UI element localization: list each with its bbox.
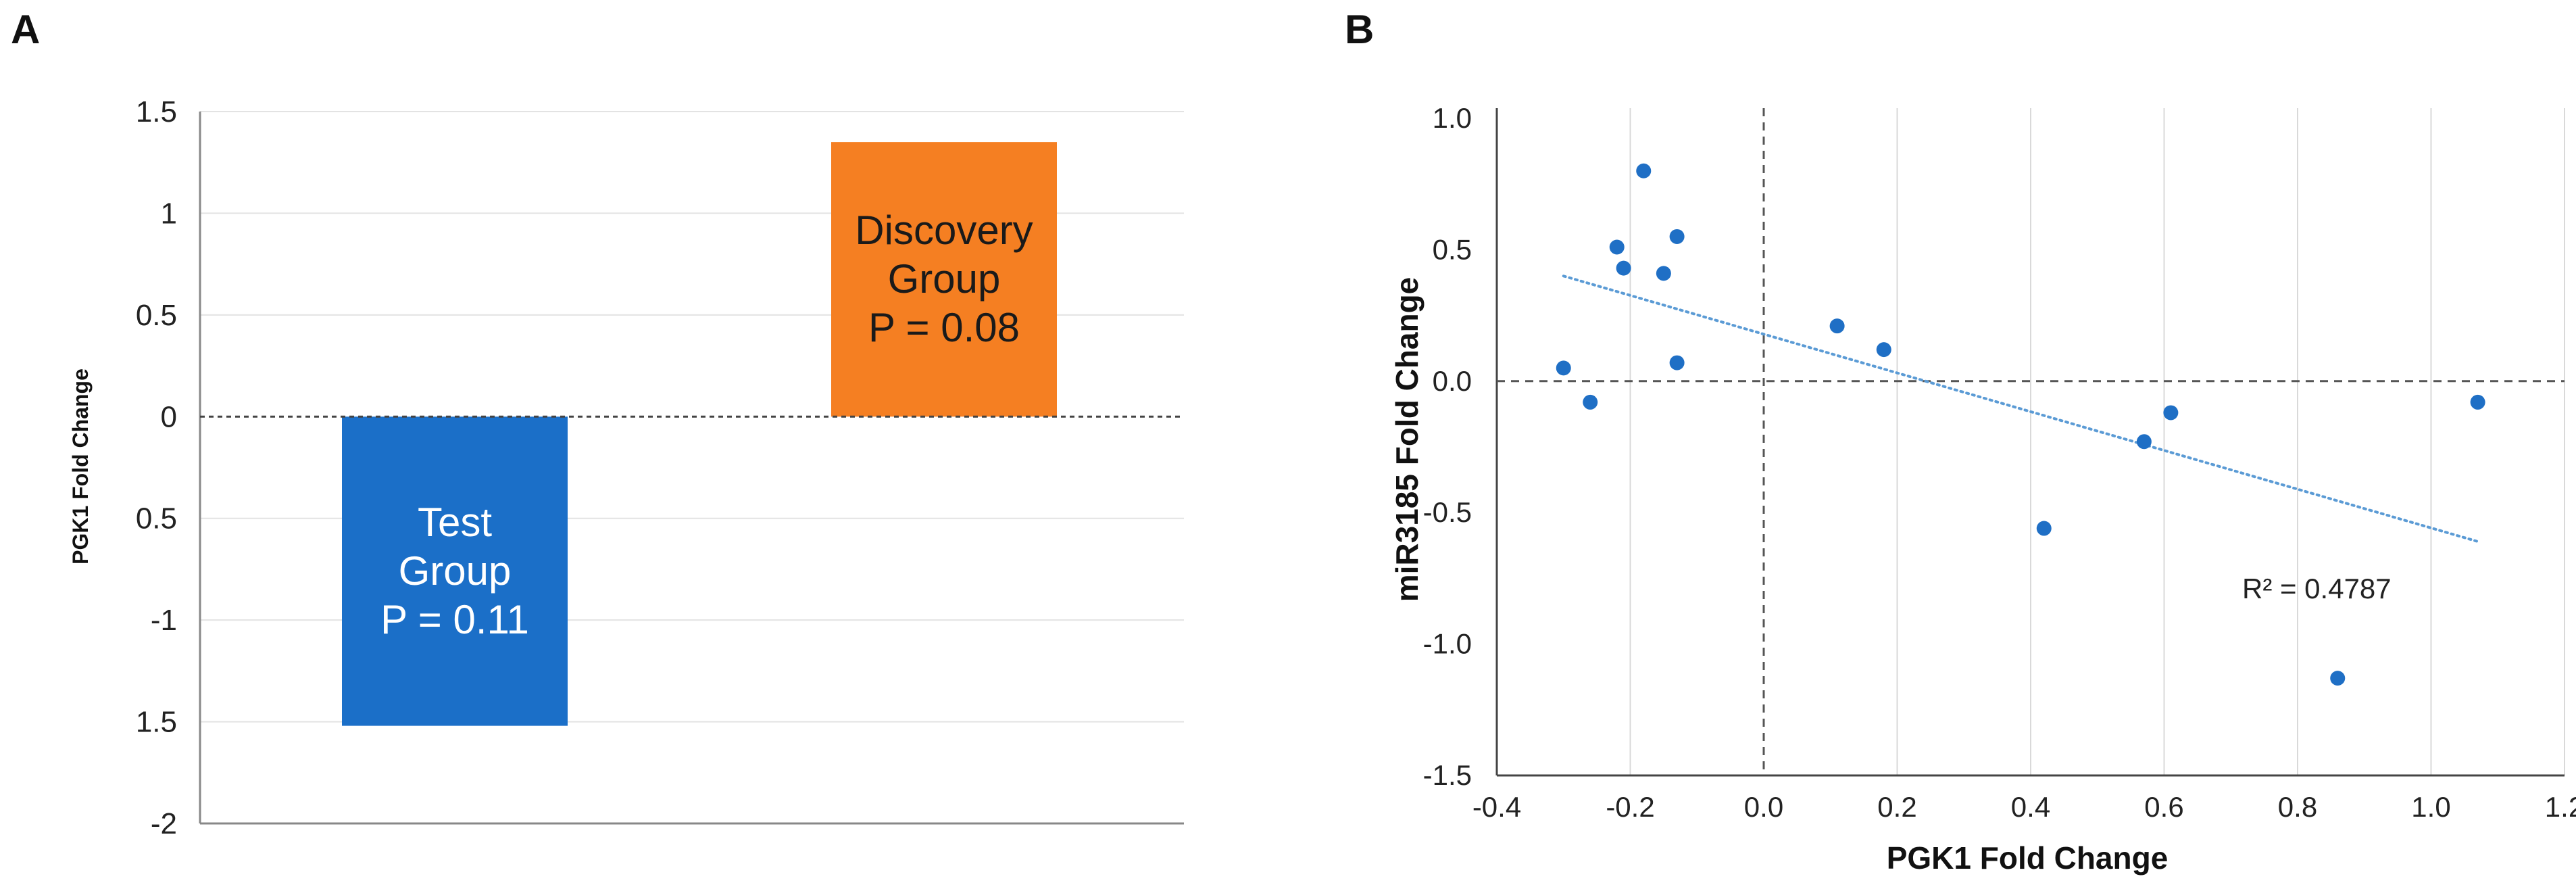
- panel-b-data-point: [1829, 318, 1845, 334]
- panel-a-bar-label: Group: [399, 548, 512, 594]
- panel-b-x-tick-label: 1.0: [2411, 791, 2450, 823]
- panel-a-bar: [831, 142, 1057, 417]
- panel-b-data-point: [2470, 394, 2485, 410]
- panel-b-x-tick-label: 0.4: [2011, 791, 2050, 823]
- panel-b-y-tick-labels: 1.0 0.5 0.0 -0.5 -1.0 -1.5: [1423, 102, 1472, 791]
- panel-b-data-point: [1616, 260, 1631, 276]
- panel-a-letter: A: [11, 7, 40, 52]
- panel-a-y-tick-label: 0.5: [136, 299, 177, 332]
- panel-a-y-tick-label: -2: [151, 807, 177, 840]
- panel-a-y-tick-label: 1.5: [136, 706, 177, 739]
- panel-b-data-point: [2163, 405, 2179, 421]
- panel-b-x-tick-labels: -0.4 -0.2 0.0 0.2 0.4 0.6 0.8 1.0 1.2: [1472, 791, 2576, 823]
- panel-b-scatter-plot: B -0.4 -0.2 0.0 0.2 0.4 0.6 0.8 1.0 1.2 1.0 0.5 0.…: [1345, 7, 2576, 876]
- panel-b-gridlines: [1629, 108, 2565, 775]
- panel-a-y-tick-label: -1: [151, 604, 177, 637]
- panel-b-data-point: [2036, 521, 2052, 536]
- panel-b-data-point: [1669, 229, 1685, 244]
- panel-a-bar-label: P = 0.11: [380, 597, 529, 642]
- panel-b-y-tick-label: 1.0: [1433, 102, 1472, 134]
- panel-b-x-tick-label: 0.8: [2278, 791, 2317, 823]
- panel-a-bar-label: P = 0.08: [868, 305, 1020, 350]
- panel-b-data-point: [1609, 239, 1625, 255]
- panel-b-data-point: [2136, 434, 2152, 450]
- panel-a-y-tick-labels: 1.5 1 0.5 0 0.5 -1 1.5 -2: [136, 95, 177, 840]
- panel-a-y-tick-label: 1.5: [136, 95, 177, 128]
- panel-b-y-tick-label: -1.5: [1423, 759, 1472, 791]
- panel-a-y-tick-label: 0: [161, 400, 177, 433]
- panel-b-x-tick-label: -0.2: [1606, 791, 1654, 823]
- panel-b-x-tick-label: -0.4: [1472, 791, 1521, 823]
- panel-b-data-point: [1556, 360, 1571, 376]
- panel-b-data-point: [1669, 355, 1685, 370]
- panel-a-bar-label: Discovery: [855, 208, 1033, 253]
- panel-b-x-tick-label: 1.2: [2545, 791, 2576, 823]
- panel-b-letter: B: [1345, 7, 1374, 52]
- panel-b-r-squared-annotation: R² = 0.4787: [2242, 573, 2392, 604]
- panel-b-data-point: [1636, 163, 1652, 178]
- panel-b-trendline: [1562, 274, 2479, 543]
- panel-b-y-tick-label: -1.0: [1423, 628, 1472, 660]
- panel-a-y-axis-label: PGK1 Fold Change: [68, 368, 93, 565]
- panel-b-reference-lines: [1497, 108, 2565, 775]
- panel-b-y-tick-label: 0.5: [1433, 233, 1472, 265]
- panel-b-y-axis-label: miR3185 Fold Change: [1389, 277, 1425, 602]
- panel-b-x-axis-label: PGK1 Fold Change: [1887, 840, 2169, 876]
- panel-b-data-point: [1583, 394, 1598, 410]
- panel-b-data-point: [1656, 266, 1671, 281]
- panel-a-bar-label: Group: [888, 256, 1001, 302]
- panel-b-x-tick-label: 0.0: [1744, 791, 1783, 823]
- panel-b-y-tick-label: -0.5: [1423, 496, 1472, 528]
- panel-b-x-tick-label: 0.2: [1877, 791, 1916, 823]
- panel-b-data-point: [2330, 671, 2346, 686]
- panel-a-bar: [342, 416, 568, 726]
- panel-b-data-point: [1876, 342, 1891, 358]
- panel-a-y-tick-label: 1: [161, 197, 177, 230]
- panel-b-y-tick-label: 0.0: [1433, 365, 1472, 397]
- panel-b-points: [1556, 163, 2485, 686]
- panel-b-x-tick-label: 0.6: [2144, 791, 2183, 823]
- panel-a-y-tick-label: 0.5: [136, 502, 177, 535]
- panel-a-bar-label: Test: [418, 500, 492, 545]
